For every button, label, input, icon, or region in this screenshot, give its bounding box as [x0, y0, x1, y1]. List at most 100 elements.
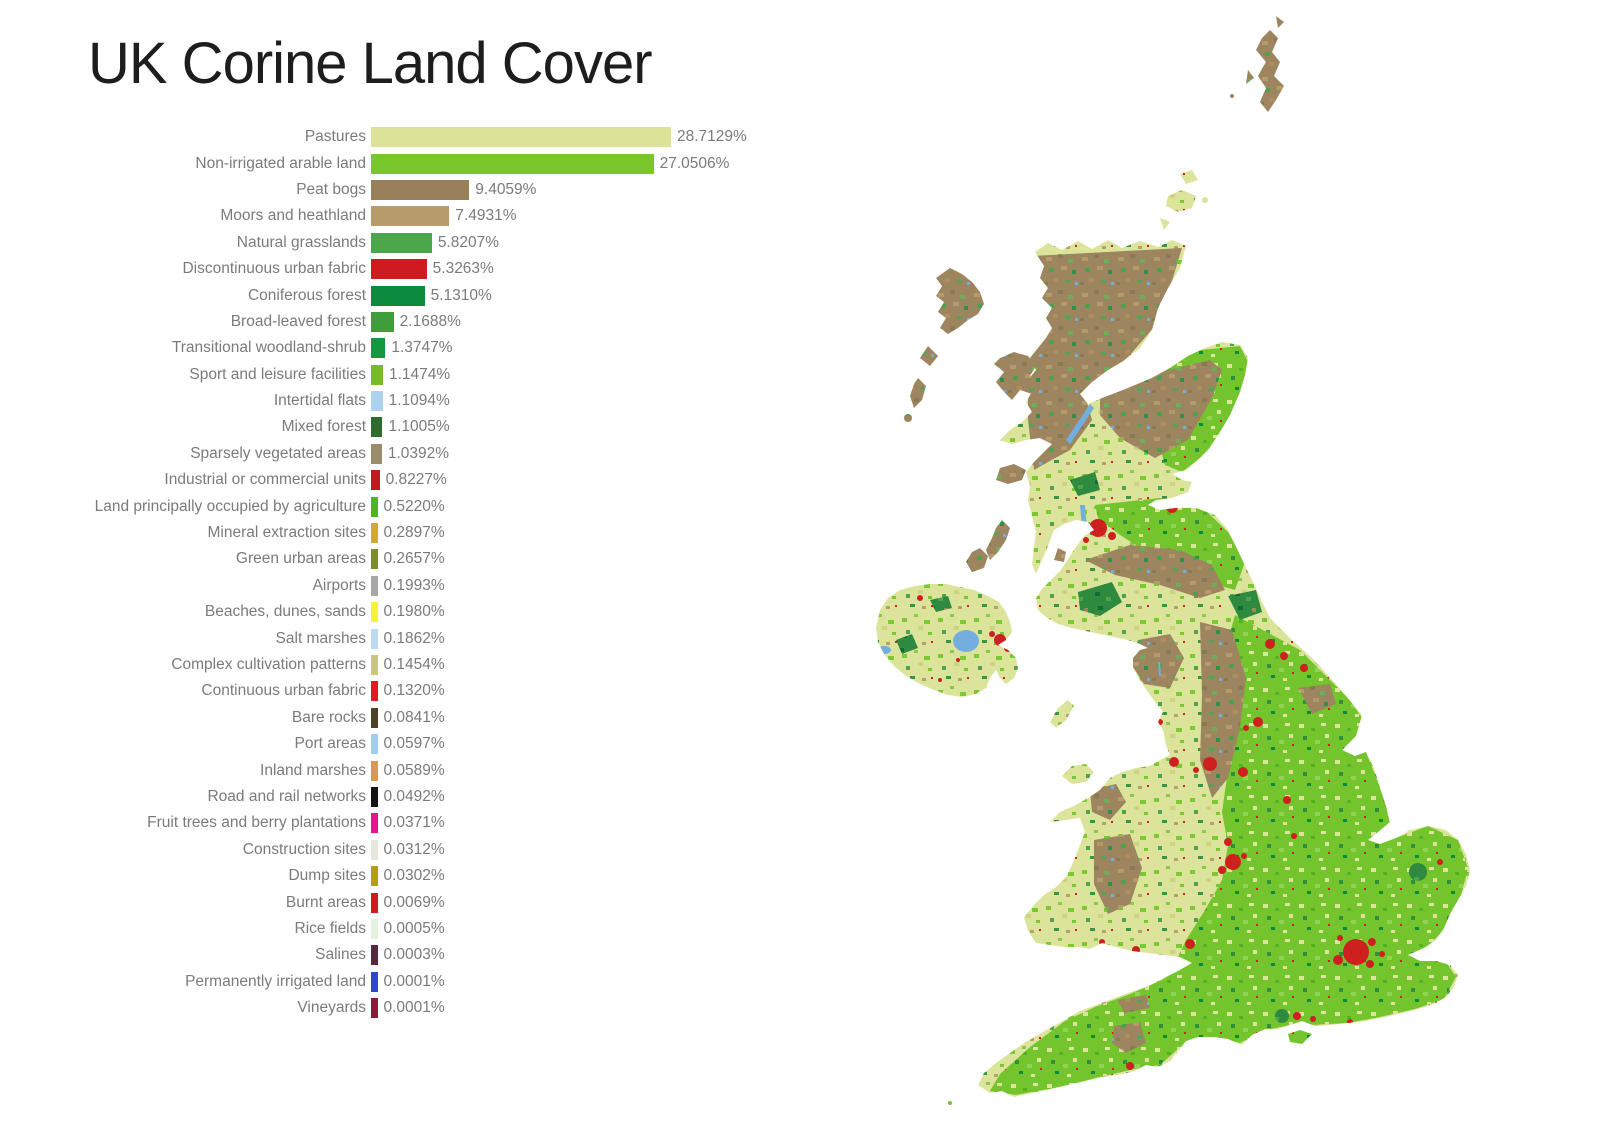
- bar-row: Airports 0.1993%: [0, 573, 800, 599]
- anglesey: [1062, 764, 1094, 784]
- category-label: Vineyards: [297, 999, 366, 1017]
- bar-row: Intertidal flats 1.1094%: [0, 388, 800, 414]
- bar-row: Beaches, dunes, sands 0.1980%: [0, 599, 800, 625]
- shetland-islands: [1230, 16, 1284, 112]
- category-label: Mixed forest: [281, 418, 366, 436]
- bar-row: Salt marshes 0.1862%: [0, 625, 800, 651]
- value-label: 0.0492%: [383, 787, 445, 805]
- value-label: 0.2897%: [383, 524, 445, 542]
- category-label: Airports: [312, 576, 366, 594]
- bar: [371, 786, 378, 807]
- category-label: Moors and heathland: [220, 207, 366, 225]
- uk-land-cover-map: [840, 0, 1600, 1131]
- bar-row: Vineyards 0.0001%: [0, 995, 800, 1021]
- bar: [371, 523, 378, 544]
- bar-row: Pastures 28.7129%: [0, 124, 800, 150]
- bar: [371, 575, 378, 596]
- value-label: 0.8227%: [385, 471, 447, 489]
- bar: [371, 496, 378, 517]
- bar: [371, 998, 378, 1019]
- bar-row: Dump sites 0.0302%: [0, 863, 800, 889]
- value-label: 0.0003%: [383, 946, 445, 964]
- category-label: Sparsely vegetated areas: [190, 444, 366, 462]
- category-label: Green urban areas: [235, 550, 366, 568]
- category-label: Salines: [315, 946, 366, 964]
- value-label: 5.1310%: [430, 286, 492, 304]
- bar: [371, 892, 378, 913]
- bar: [371, 391, 383, 412]
- value-label: 5.8207%: [437, 233, 500, 251]
- bar: [371, 734, 378, 755]
- bar: [371, 945, 378, 966]
- category-label: Sport and leisure facilities: [189, 365, 366, 383]
- bar-row: Transitional woodland-shrub 1.3747%: [0, 335, 800, 361]
- bar: [371, 813, 378, 834]
- bar: [371, 206, 450, 227]
- isle-of-man: [1050, 700, 1074, 728]
- bar: [371, 364, 383, 385]
- upland-moor-regions: [1028, 248, 1336, 1053]
- bar: [371, 628, 378, 649]
- value-label: 0.1980%: [383, 603, 445, 621]
- bar-row: Industrial or commercial units 0.8227%: [0, 467, 800, 493]
- value-label: 0.0597%: [383, 735, 445, 753]
- bar-row: Discontinuous urban fabric 5.3263%: [0, 256, 800, 282]
- bar: [371, 760, 378, 781]
- value-label: 0.0371%: [383, 814, 445, 832]
- bar-row: Broad-leaved forest 2.1688%: [0, 309, 800, 335]
- category-label: Non-irrigated arable land: [195, 154, 366, 172]
- bar-row: Moors and heathland 7.4931%: [0, 203, 800, 229]
- bar: [371, 179, 470, 200]
- bar: [371, 602, 378, 623]
- value-label: 0.1862%: [383, 629, 445, 647]
- value-label: 1.1094%: [388, 392, 450, 410]
- bar-row: Complex cultivation patterns 0.1454%: [0, 652, 800, 678]
- value-label: 0.0005%: [383, 919, 445, 937]
- category-label: Inland marshes: [260, 761, 366, 779]
- bar-row: Port areas 0.0597%: [0, 731, 800, 757]
- value-label: 0.0841%: [383, 708, 445, 726]
- bar: [371, 417, 383, 438]
- category-label: Rice fields: [294, 919, 367, 937]
- category-label: Permanently irrigated land: [185, 972, 366, 990]
- bar-row: Mineral extraction sites 0.2897%: [0, 520, 800, 546]
- value-label: 1.0392%: [387, 444, 450, 462]
- category-label: Peat bogs: [296, 180, 366, 198]
- bar-row: Salines 0.0003%: [0, 942, 800, 968]
- bar: [371, 866, 378, 887]
- value-label: 1.3747%: [391, 339, 453, 357]
- category-label: Road and rail networks: [207, 787, 366, 805]
- bar: [371, 918, 378, 939]
- bar-row: Continuous urban fabric 0.1320%: [0, 678, 800, 704]
- bar: [371, 153, 654, 174]
- isles-of-scilly: [948, 1101, 952, 1105]
- value-label: 9.4059%: [475, 180, 537, 198]
- category-label: Salt marshes: [275, 629, 366, 647]
- category-label: Transitional woodland-shrub: [171, 339, 366, 357]
- bar-chart: Pastures 28.7129% Non-irrigated arable l…: [0, 124, 800, 1021]
- category-label: Fruit trees and berry plantations: [147, 814, 366, 832]
- value-label: 5.3263%: [432, 260, 494, 278]
- bar-row: Non-irrigated arable land 27.0506%: [0, 150, 800, 176]
- bar: [371, 232, 432, 253]
- bar-row: Green urban areas 0.2657%: [0, 546, 800, 572]
- bar-row: Land principally occupied by agriculture…: [0, 493, 800, 519]
- forest-regions: [1070, 472, 1427, 1023]
- category-label: Continuous urban fabric: [201, 682, 366, 700]
- value-label: 2.1688%: [399, 312, 461, 330]
- isle-of-wight: [1288, 1030, 1312, 1044]
- bar: [371, 443, 382, 464]
- category-label: Beaches, dunes, sands: [204, 603, 366, 621]
- bar: [371, 971, 378, 992]
- bar: [371, 338, 386, 359]
- bar-row: Peat bogs 9.4059%: [0, 177, 800, 203]
- bar: [371, 707, 378, 728]
- bar: [371, 655, 378, 675]
- value-label: 7.4931%: [455, 207, 517, 225]
- bar-row: Mixed forest 1.1005%: [0, 414, 800, 440]
- value-label: 0.0001%: [383, 999, 445, 1017]
- value-label: 0.2657%: [383, 550, 445, 568]
- inner-hebrides: [966, 352, 1066, 572]
- bar-row: Construction sites 0.0312%: [0, 837, 800, 863]
- category-label: Discontinuous urban fabric: [182, 260, 366, 278]
